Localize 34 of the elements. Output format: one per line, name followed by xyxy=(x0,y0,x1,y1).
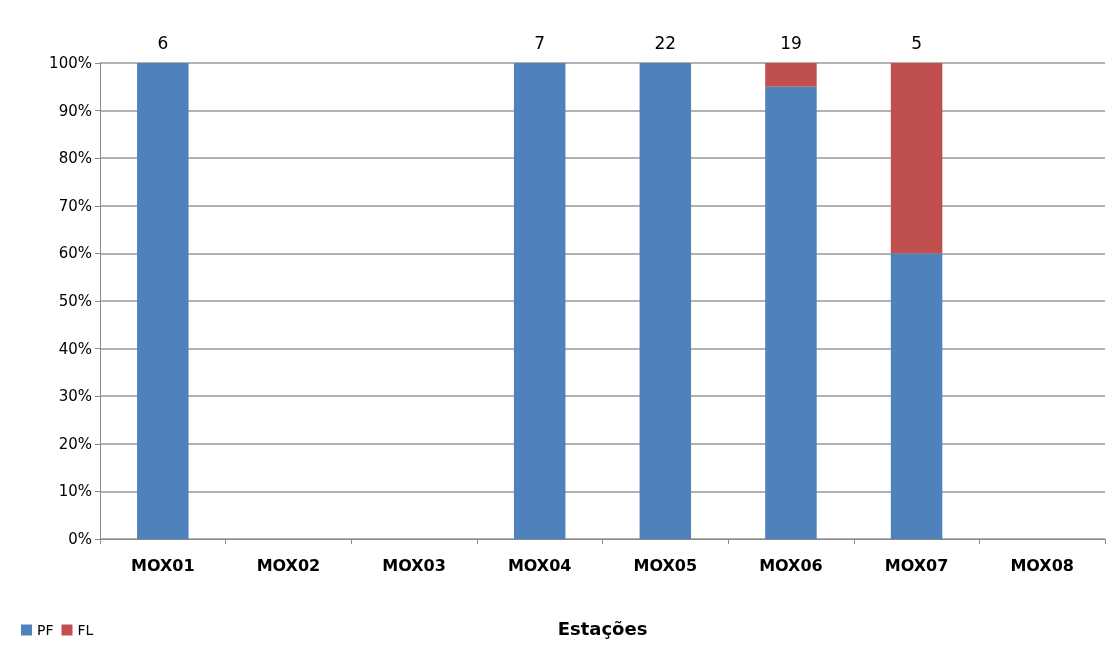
annotation: 19 xyxy=(780,32,802,53)
x-tick-label: MOX06 xyxy=(759,555,823,575)
y-tick-label: 70% xyxy=(58,196,92,215)
legend-label: PF xyxy=(37,622,54,638)
y-tick-label: 100% xyxy=(49,54,92,72)
annotation: 6 xyxy=(157,32,169,53)
annotation: 5 xyxy=(911,32,922,53)
y-tick-label: 20% xyxy=(58,434,92,453)
annotation: 22 xyxy=(654,32,677,53)
y-tick-label: 50% xyxy=(58,292,92,310)
x-tick-label: MOX02 xyxy=(256,555,321,575)
x-tick-label: MOX04 xyxy=(507,555,572,575)
bar xyxy=(890,253,943,539)
bar xyxy=(765,63,817,87)
legend-label: FL xyxy=(77,622,94,638)
y-tick-label: 10% xyxy=(58,482,92,501)
x-tick-label: MOX01 xyxy=(131,555,195,575)
y-tick-label: 30% xyxy=(58,387,92,406)
bar xyxy=(513,63,566,539)
x-tick-label: MOX07 xyxy=(884,555,949,575)
bar xyxy=(765,86,817,539)
y-tick-label: 60% xyxy=(58,244,92,263)
x-tick-label: MOX03 xyxy=(382,555,446,575)
x-axis-title: Estações xyxy=(557,617,648,639)
x-tick-label: MOX05 xyxy=(633,555,698,575)
bar xyxy=(639,63,692,539)
y-tick-label: 0% xyxy=(68,530,92,548)
bar xyxy=(137,63,189,539)
y-tick-label: 80% xyxy=(58,149,92,168)
y-tick-label: 40% xyxy=(58,339,92,358)
y-tick-label: 90% xyxy=(58,101,92,120)
x-tick-label: MOX08 xyxy=(1010,555,1074,575)
bar xyxy=(890,63,943,254)
annotation: 7 xyxy=(534,32,546,53)
